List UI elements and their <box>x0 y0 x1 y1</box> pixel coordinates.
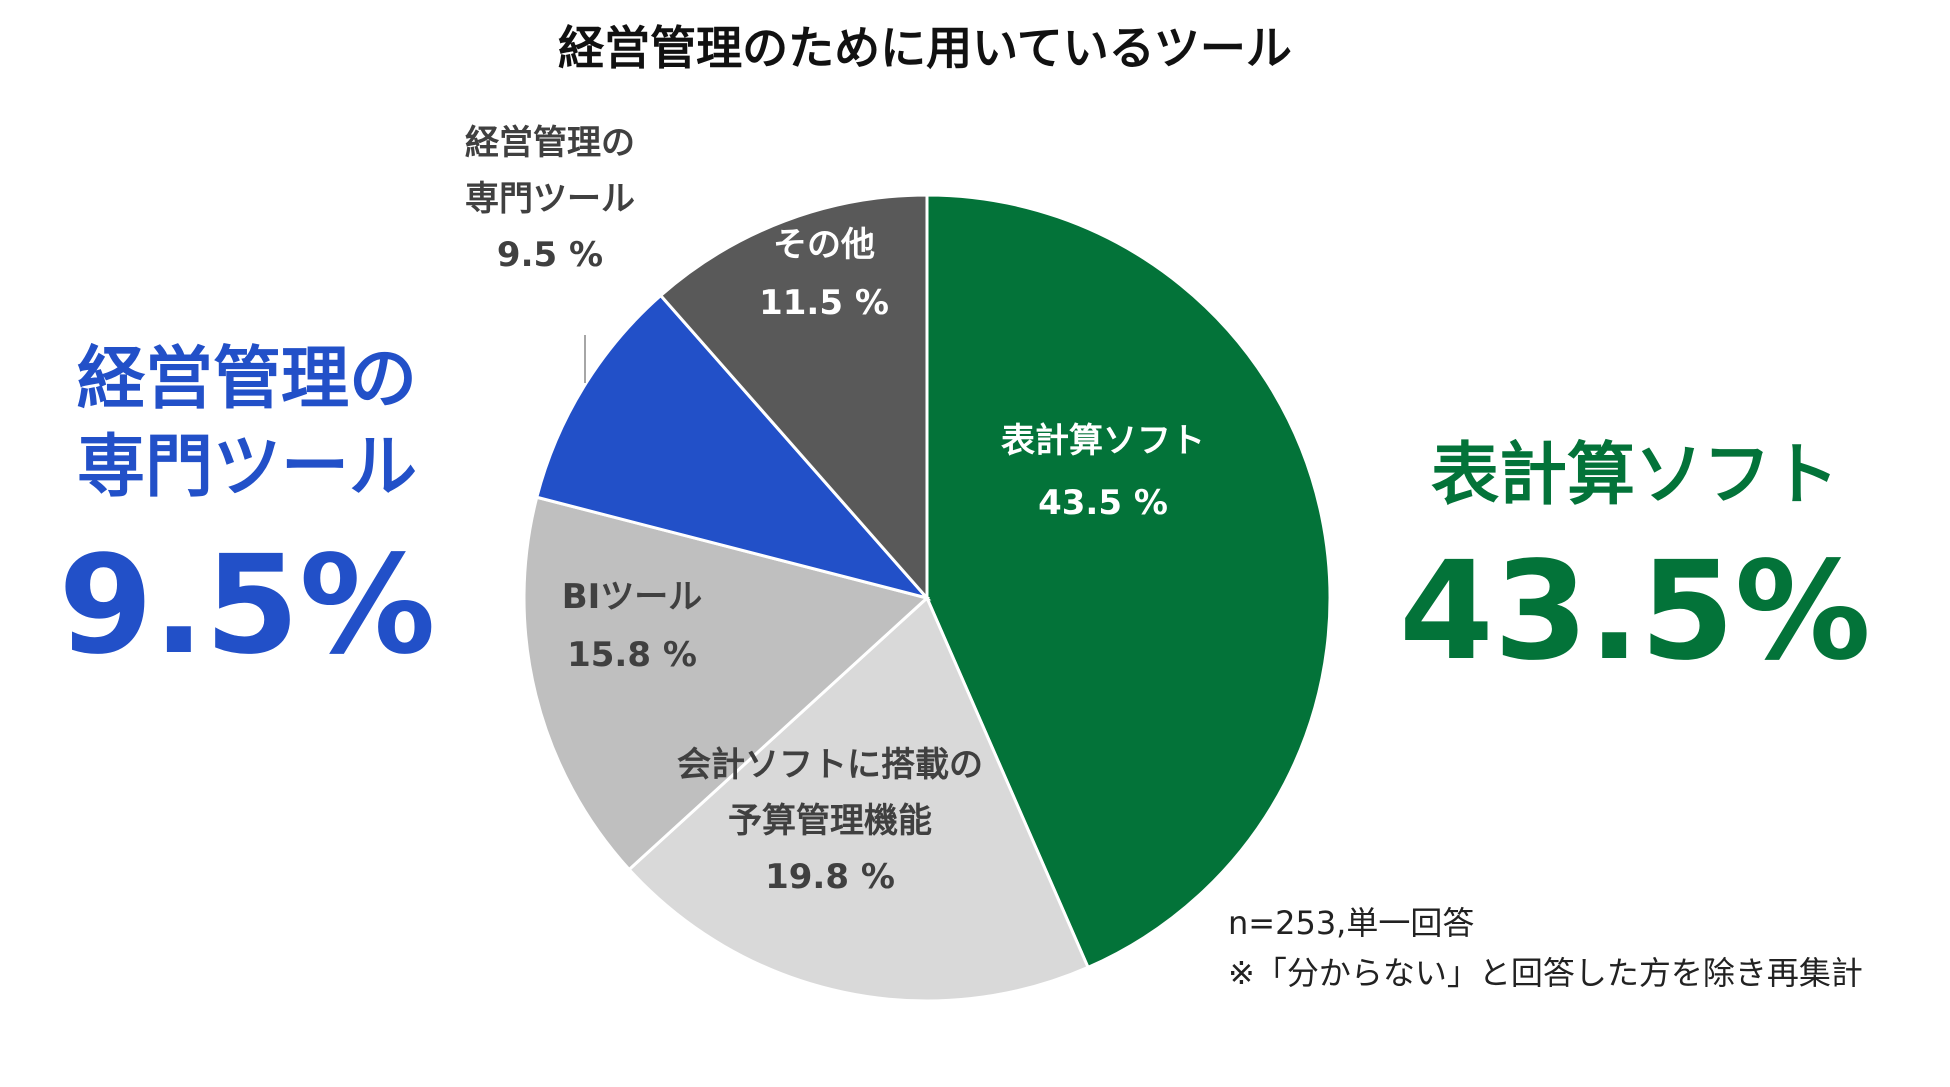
slice-name-label-1: 表計算ソフト <box>1001 421 1205 461</box>
slice-value-label-2: 19.8 % <box>765 857 895 897</box>
pie-slice-1 <box>925 193 1332 970</box>
slice-name-label-3: BIツール <box>562 577 703 617</box>
slice-value-label-4: 9.5 % <box>497 235 603 275</box>
exclusion-note: ※「分からない」と回答した方を除き再集計 <box>1228 954 1863 992</box>
pie-slice-4 <box>534 293 932 601</box>
pie-slice-2 <box>627 595 1091 1003</box>
right-callout-value: 43.5% <box>1399 533 1871 691</box>
left-callout-name-line-2: 専門ツール <box>77 428 417 507</box>
left-callout: 経営管理の 専門ツール 9.5% <box>58 340 435 685</box>
pie-slice-3 <box>522 495 931 872</box>
chart-title: 経営管理のために用いているツール <box>558 21 1292 75</box>
left-callout-name-line-1: 経営管理の <box>77 340 417 419</box>
left-callout-value: 9.5% <box>58 527 435 685</box>
slice-value-label-5: 11.5 % <box>759 283 889 323</box>
right-callout: 表計算ソフト 43.5% <box>1399 436 1871 691</box>
slice-value-label-1: 43.5 % <box>1038 483 1168 523</box>
slice-value-label-3: 15.8 % <box>567 635 697 675</box>
slice-name-label-2: 会計ソフトに搭載の <box>677 745 983 785</box>
slice-name-label-4: 経営管理の <box>465 123 635 163</box>
sample-note: n=253,単一回答 <box>1228 904 1474 942</box>
slice-name-label-2: 予算管理機能 <box>728 801 932 841</box>
pie-slice-5 <box>658 193 929 602</box>
slice-name-label-5: その他 <box>773 225 875 265</box>
right-callout-name: 表計算ソフト <box>1431 436 1839 515</box>
slice-name-label-4: 専門ツール <box>465 179 635 219</box>
pie-chart <box>522 193 1332 1003</box>
